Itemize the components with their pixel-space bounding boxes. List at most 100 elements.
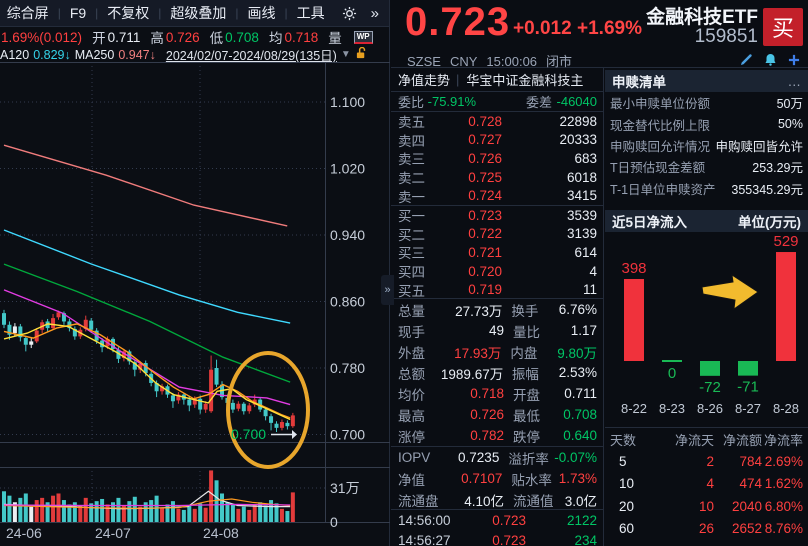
- flow-table: 天数 净流天 净流额 净流率 5 2 784 2.69% 10 4 474 1.62% 20 10 2040…: [605, 426, 808, 540]
- unlock-icon[interactable]: [355, 46, 368, 62]
- open-value: 0.711: [107, 29, 141, 45]
- flow-table-row: 5 2 784 2.69%: [619, 454, 803, 470]
- svg-text:1.020: 1.020: [330, 161, 365, 177]
- flow-table-row: 10 4 474 1.62%: [619, 476, 803, 492]
- chart-pane: 综合屏 | F9 | 不复权 | 超级叠加 | 画线 | 工具 » 1.69%(0.012) 开 0…: [0, 0, 390, 546]
- svg-text:8-23: 8-23: [659, 401, 685, 416]
- svg-text:-71: -71: [737, 379, 759, 396]
- tick-row: 14:56:27 0.723 234: [398, 532, 597, 546]
- flow-table-row: 60 26 2652 8.76%: [619, 521, 803, 537]
- stat-row: 现手 49 量比 1.17: [398, 323, 597, 340]
- market-status-row: SZSE CNY 15:00:06 闭市: [407, 51, 581, 70]
- stat-row: 最高 0.726 最低 0.708: [398, 407, 597, 424]
- gear-icon[interactable]: [334, 6, 365, 21]
- chart-toolbar: 综合屏 | F9 | 不复权 | 超级叠加 | 画线 | 工具 »: [0, 0, 389, 27]
- svg-text:0: 0: [668, 365, 676, 382]
- redemption-rows: 最小申赎单位份额 50万 现金替代比例上限 50% 申购赎回允许情况 申购赎回皆允许 T日预…: [605, 92, 808, 199]
- svg-text:31万: 31万: [330, 480, 360, 496]
- collapse-expander[interactable]: »: [381, 275, 394, 305]
- ma250-value: 0.947↓: [118, 47, 156, 62]
- redemption-panel-header: 申赎清单 …: [605, 70, 808, 92]
- quote-header: 0.723 +0.012 +1.69% 金融科技ETF 159851 买 SZS…: [391, 0, 808, 71]
- svg-text:24-06: 24-06: [6, 525, 42, 541]
- flow-title: 近5日净流入: [612, 214, 688, 230]
- stat-row: 均价 0.718 开盘 0.711: [398, 386, 597, 403]
- svg-text:8-28: 8-28: [773, 401, 799, 416]
- svg-text:398: 398: [621, 260, 646, 277]
- toolbar-item-0[interactable]: 综合屏: [6, 5, 49, 21]
- bid-row: 买五 0.719 11: [398, 282, 597, 299]
- toolbar-item-5[interactable]: 工具: [296, 5, 325, 21]
- change-text: 1.69%(0.012): [1, 29, 83, 45]
- stat-row: 涨停 0.782 跌停 0.640: [398, 428, 597, 445]
- redemption-row: 现金替代比例上限 50%: [610, 117, 803, 133]
- redemption-row: 最小申赎单位份额 50万: [610, 97, 803, 112]
- toolbar-item-1[interactable]: F9: [69, 5, 87, 21]
- security-name: 金融科技ETF: [646, 7, 758, 28]
- avg-label: 均: [268, 31, 283, 46]
- svg-text:24-07: 24-07: [95, 525, 131, 541]
- ratio-value: -75.91%: [427, 94, 477, 109]
- bid-row: 买三 0.721 614: [398, 244, 597, 262]
- exchange-label: SZSE: [407, 54, 441, 69]
- candlestick-chart[interactable]: 1.100 1.020 0.940 0.860 0.780 0.700 31万 0 24-06 2…: [0, 62, 390, 546]
- svg-text:8-22: 8-22: [621, 401, 647, 416]
- ma120-label: A120: [0, 47, 30, 62]
- tab-fund-name[interactable]: 华宝中证金融科技主: [466, 73, 584, 88]
- commission-ratio-row: 委比 -75.91% 委差 -46040: [391, 92, 603, 112]
- redemption-title: 申赎清单: [612, 75, 666, 90]
- svg-text:0.700: 0.700: [231, 426, 266, 442]
- stats-block: 总量 27.73万 换手 6.76% 现手 49 量比 1.17 外盘 17.93万 内盘 9.80万…: [391, 298, 603, 446]
- tick-row: 14:56:00 0.723 2122: [398, 512, 597, 528]
- last-price: 0.723: [405, 0, 511, 44]
- svg-text:8-26: 8-26: [697, 401, 723, 416]
- wp-window-icon[interactable]: WP: [353, 30, 373, 44]
- market-status: 闭市: [546, 54, 573, 69]
- ratio-label: 委比: [398, 95, 425, 110]
- low-value: 0.708: [225, 29, 259, 45]
- ask-row: 卖二 0.725 6018: [398, 169, 597, 187]
- date-range-selector[interactable]: 2024/02/07-2024/08/29(135日): [165, 49, 337, 63]
- stat-row: 总额 1989.67万 振幅 2.53%: [398, 365, 597, 382]
- toolbar-item-2[interactable]: 不复权: [107, 5, 150, 21]
- ask-row: 卖一 0.724 3415: [398, 188, 597, 205]
- more-options-icon[interactable]: …: [787, 73, 802, 89]
- ask-row: 卖三 0.726 683: [398, 150, 597, 168]
- arrow-annotation: [701, 273, 759, 311]
- high-value: 0.726: [165, 29, 200, 45]
- high-label: 高: [150, 31, 164, 46]
- diff-value: -46040: [556, 94, 597, 109]
- edit-icon[interactable]: [740, 53, 753, 71]
- chevron-down-icon[interactable]: ▼: [340, 49, 351, 60]
- bid-row: 买四 0.720 4: [398, 263, 597, 281]
- svg-text:0.780: 0.780: [330, 360, 365, 376]
- add-icon[interactable]: [788, 53, 800, 71]
- quote-time: 15:00:06: [486, 54, 538, 69]
- toolbar-more-button[interactable]: »: [370, 4, 379, 22]
- security-code: 159851: [694, 26, 758, 47]
- low-label: 低: [209, 31, 224, 46]
- iopv-block: IOPV 0.7235 溢折率 -0.07% 净值 0.7107 贴水率 1.73% 流通盘 4.…: [391, 446, 603, 509]
- net-inflow-bar-chart: 398 8-22 0 8-23 -72 8-26 -71 8-27 529 8-28: [621, 233, 799, 416]
- currency-label: CNY: [449, 54, 478, 69]
- redemption-row: 申购赎回允许情况 申购赎回皆允许: [610, 139, 803, 154]
- tab-nav-trend[interactable]: 净值走势: [398, 73, 451, 88]
- volume-label: 量: [328, 31, 342, 46]
- toolbar-item-3[interactable]: 超级叠加: [170, 5, 227, 21]
- svg-text:0.860: 0.860: [330, 294, 365, 310]
- buy-button[interactable]: 买: [763, 8, 803, 46]
- toolbar-item-4[interactable]: 画线: [247, 5, 276, 21]
- quote-strip: 1.69%(0.012) 开 0.711 高 0.726 低 0.708 均 0…: [0, 27, 389, 47]
- stat-row: 外盘 17.93万 内盘 9.80万: [398, 345, 598, 361]
- redemption-row: T-1日单位申赎资产 355345.29元: [610, 182, 803, 197]
- ask-levels: 卖五 0.728 22898 卖四 0.727 20333 卖三 0.726 683 卖二 0.72…: [391, 112, 603, 205]
- alert-bell-icon[interactable]: [764, 53, 777, 71]
- svg-text:8-27: 8-27: [735, 401, 761, 416]
- stat-row: 流通盘 4.10亿 流通值 3.0亿: [398, 493, 597, 509]
- svg-text:1.100: 1.100: [330, 94, 365, 110]
- svg-text:24-08: 24-08: [203, 525, 239, 541]
- flow-table-header: 天数 净流天 净流额 净流率: [610, 432, 803, 448]
- ma250-label: MA250: [74, 47, 115, 62]
- info-pane: 申赎清单 … 最小申赎单位份额 50万 现金替代比例上限 50% 申购赎回允许情况 申购赎…: [605, 68, 808, 546]
